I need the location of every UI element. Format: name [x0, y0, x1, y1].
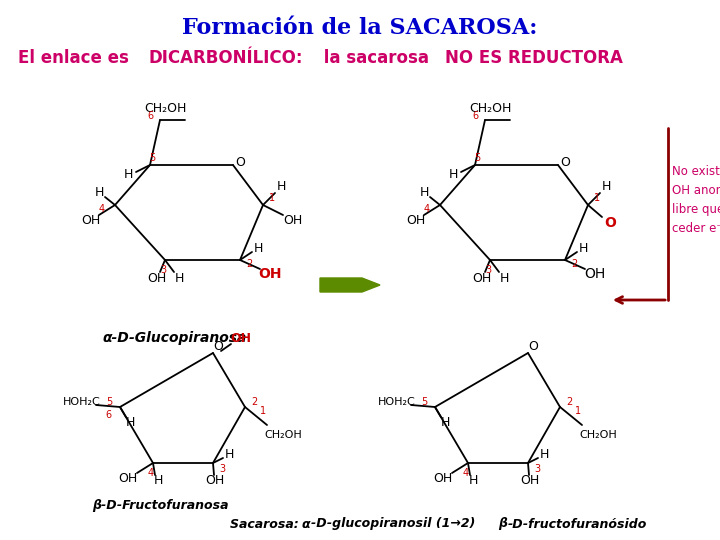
- Text: H: H: [419, 186, 428, 199]
- Text: OH: OH: [205, 475, 225, 488]
- Text: 5: 5: [474, 153, 480, 163]
- FancyArrow shape: [320, 278, 380, 292]
- Text: CH₂OH: CH₂OH: [264, 430, 302, 440]
- Text: 2: 2: [566, 397, 572, 407]
- Text: NO ES REDUCTORA: NO ES REDUCTORA: [445, 49, 623, 67]
- Text: 3: 3: [160, 265, 166, 275]
- Text: H: H: [499, 272, 509, 285]
- Text: H: H: [225, 449, 234, 462]
- Text: 4: 4: [424, 204, 430, 214]
- Text: CH₂OH: CH₂OH: [469, 102, 511, 114]
- Text: 6: 6: [147, 111, 153, 121]
- Text: H: H: [174, 272, 184, 285]
- Text: CH₂OH: CH₂OH: [144, 102, 186, 114]
- Text: α-D-Glucopiranosa: α-D-Glucopiranosa: [103, 331, 247, 345]
- Text: H: H: [449, 168, 458, 181]
- Text: H: H: [601, 180, 611, 193]
- Text: OH: OH: [284, 214, 302, 227]
- Text: OH: OH: [521, 475, 539, 488]
- Text: 1: 1: [260, 406, 266, 416]
- Text: 2: 2: [251, 397, 257, 407]
- Text: α: α: [302, 517, 310, 530]
- Text: H: H: [253, 241, 263, 254]
- Text: 1: 1: [594, 193, 600, 203]
- Text: O: O: [560, 156, 570, 168]
- Text: 6: 6: [105, 410, 111, 420]
- Text: O: O: [213, 341, 223, 354]
- Text: Sacarosa:: Sacarosa:: [230, 517, 303, 530]
- Text: H: H: [468, 475, 477, 488]
- Text: 2: 2: [571, 259, 577, 269]
- Text: -D-fructofuranósido: -D-fructofuranósido: [508, 517, 647, 530]
- Text: OH: OH: [433, 472, 453, 485]
- Text: 2: 2: [246, 259, 252, 269]
- Text: OH: OH: [258, 267, 282, 281]
- Text: DICARBONÍLICO:: DICARBONÍLICO:: [148, 49, 302, 67]
- Text: 4: 4: [463, 468, 469, 478]
- Text: O: O: [604, 216, 616, 230]
- Text: β: β: [498, 517, 507, 530]
- Text: El enlace es: El enlace es: [18, 49, 135, 67]
- Text: 5: 5: [106, 397, 112, 407]
- Text: 1: 1: [269, 193, 275, 203]
- Text: H: H: [125, 416, 135, 429]
- Text: OH: OH: [81, 214, 101, 227]
- Text: OH: OH: [585, 267, 606, 281]
- Text: Formación de la SACAROSA:: Formación de la SACAROSA:: [182, 17, 538, 39]
- Text: H: H: [276, 180, 286, 193]
- Text: OH: OH: [148, 272, 166, 285]
- Text: OH: OH: [406, 214, 426, 227]
- Text: 6: 6: [472, 111, 478, 121]
- Text: 5: 5: [149, 153, 155, 163]
- Text: No existe ningún
OH anomérico
libre que pueda
ceder e⁻ al Cu²⁺: No existe ningún OH anomérico libre que …: [672, 165, 720, 235]
- Text: OH: OH: [230, 333, 251, 346]
- Text: H: H: [578, 241, 588, 254]
- Text: H: H: [539, 449, 549, 462]
- Text: 3: 3: [534, 464, 540, 474]
- Text: H: H: [153, 475, 163, 488]
- Text: OH: OH: [118, 472, 138, 485]
- Text: H: H: [441, 416, 450, 429]
- Text: O: O: [235, 156, 245, 168]
- Text: H: H: [94, 186, 104, 199]
- Text: la sacarosa: la sacarosa: [318, 49, 435, 67]
- Text: 3: 3: [219, 464, 225, 474]
- Text: 4: 4: [148, 468, 154, 478]
- Text: β-D-Fructofuranosa: β-D-Fructofuranosa: [91, 498, 228, 511]
- Text: CH₂OH: CH₂OH: [579, 430, 617, 440]
- Text: OH: OH: [472, 272, 492, 285]
- Text: 4: 4: [99, 204, 105, 214]
- Text: HOH₂C: HOH₂C: [378, 397, 416, 407]
- Text: H: H: [123, 168, 132, 181]
- Text: 3: 3: [485, 265, 491, 275]
- Text: O: O: [528, 341, 538, 354]
- Text: HOH₂C: HOH₂C: [63, 397, 101, 407]
- Text: 1: 1: [575, 406, 581, 416]
- Text: 5: 5: [421, 397, 427, 407]
- Text: -D-glucopiranosil (1→2): -D-glucopiranosil (1→2): [311, 517, 480, 530]
